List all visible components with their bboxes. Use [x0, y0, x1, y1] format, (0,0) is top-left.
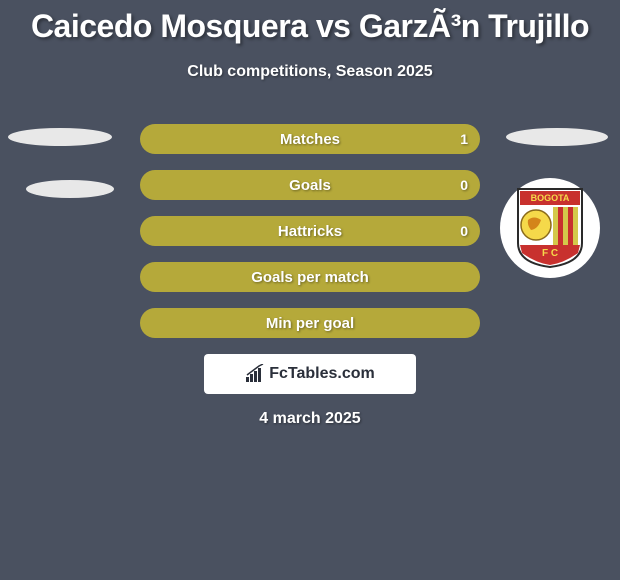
player-right-avatar-1 [506, 128, 608, 146]
stat-row-min-per-goal: Min per goal [140, 308, 480, 338]
chart-icon [245, 364, 265, 384]
stat-value: 0 [460, 177, 468, 193]
stats-container: Matches 1 Goals 0 Hattricks 0 Goals per … [140, 124, 480, 354]
page-subtitle: Club competitions, Season 2025 [0, 63, 620, 81]
stat-label: Matches [140, 131, 480, 148]
stat-label: Min per goal [140, 315, 480, 332]
stat-row-matches: Matches 1 [140, 124, 480, 154]
player-left-avatar-1 [8, 128, 112, 146]
stat-value: 1 [460, 131, 468, 147]
date-label: 4 march 2025 [0, 410, 620, 428]
page-title: Caicedo Mosquera vs GarzÃ³n Trujillo [0, 0, 620, 45]
stat-value: 0 [460, 223, 468, 239]
fctables-logo: FcTables.com [204, 354, 416, 394]
player-left-avatar-2 [26, 180, 114, 198]
logo-text: FcTables.com [269, 365, 375, 383]
team-badge-right: BOGOTA F C [500, 178, 600, 278]
stat-row-goals: Goals 0 [140, 170, 480, 200]
stat-row-hattricks: Hattricks 0 [140, 216, 480, 246]
svg-text:BOGOTA: BOGOTA [531, 193, 570, 203]
stat-label: Hattricks [140, 223, 480, 240]
stat-label: Goals [140, 177, 480, 194]
shield-icon: BOGOTA F C [514, 187, 586, 269]
stat-row-goals-per-match: Goals per match [140, 262, 480, 292]
svg-text:F C: F C [542, 248, 558, 259]
stat-label: Goals per match [140, 269, 480, 286]
